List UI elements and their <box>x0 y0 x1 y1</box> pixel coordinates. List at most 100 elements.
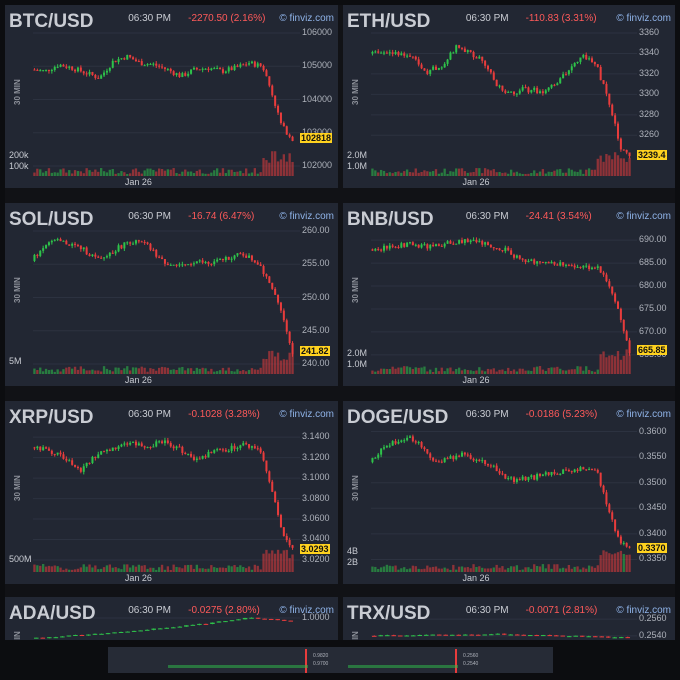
candle <box>599 472 602 486</box>
volume-bar <box>108 564 112 572</box>
candle <box>88 71 91 75</box>
candle <box>436 634 442 636</box>
candle <box>157 628 163 630</box>
candle <box>489 69 492 73</box>
volume-bar <box>501 566 504 572</box>
volume-bar <box>440 367 443 374</box>
candle <box>625 542 628 547</box>
candle <box>582 467 585 470</box>
candle <box>281 619 287 621</box>
candle <box>47 69 50 72</box>
volume-bar <box>265 358 268 374</box>
volume-bar <box>56 172 59 176</box>
candle <box>207 451 210 458</box>
volume-bar <box>192 370 196 374</box>
source-label: © finviz.com <box>279 605 334 616</box>
candle <box>66 635 72 637</box>
candle <box>219 259 222 261</box>
candle <box>512 477 516 482</box>
volume-bar <box>140 366 143 374</box>
candle <box>224 257 227 261</box>
candle <box>172 264 175 266</box>
volume-bar <box>530 370 533 374</box>
volume-bar <box>374 170 377 176</box>
y-tick-label: 104000 <box>302 93 333 104</box>
candle <box>371 51 374 54</box>
volume-bar <box>582 567 585 572</box>
volume-bar <box>440 172 443 176</box>
volume-bar <box>524 173 527 176</box>
volume-bar <box>397 569 400 572</box>
candle <box>137 61 140 63</box>
candle <box>521 476 524 480</box>
volume-bar <box>44 566 48 572</box>
candle <box>498 85 501 87</box>
volume-bar <box>44 171 48 176</box>
volume-bar <box>39 169 42 176</box>
candle <box>216 259 219 262</box>
volume-bar <box>59 169 62 176</box>
volume-bar <box>408 172 412 176</box>
candle <box>68 460 71 462</box>
candle <box>590 267 594 270</box>
candle <box>596 469 599 473</box>
candle <box>178 73 181 78</box>
volume-bar <box>291 354 294 374</box>
candle <box>538 474 542 476</box>
candle <box>245 443 248 445</box>
volume-bar <box>504 371 507 374</box>
volume-bar <box>388 368 391 374</box>
candle <box>481 241 484 245</box>
volume-bar <box>446 173 449 176</box>
candle <box>455 45 458 53</box>
candle <box>158 65 161 67</box>
candle <box>536 474 539 480</box>
volume-bar <box>524 567 527 572</box>
candle <box>440 67 443 69</box>
candlestick-plot <box>371 237 637 374</box>
volume-bar <box>50 369 54 374</box>
candle <box>91 456 94 464</box>
candle <box>120 58 123 60</box>
volume-bar <box>85 168 88 176</box>
volume-bar <box>628 554 631 572</box>
volume-bar <box>611 554 614 572</box>
candle <box>481 56 484 61</box>
candle <box>573 635 579 637</box>
candle <box>541 91 544 94</box>
candle <box>151 628 156 630</box>
candle <box>593 469 596 471</box>
volume-bar <box>535 566 539 572</box>
volume-bar <box>210 565 213 572</box>
volume-bar <box>279 159 283 176</box>
candle <box>449 456 452 459</box>
candle <box>518 479 521 481</box>
volume-bar <box>599 155 602 176</box>
volume-bar <box>446 368 449 374</box>
volume-bar <box>166 566 170 572</box>
volume-bar <box>126 366 129 374</box>
candle <box>602 485 605 493</box>
candle <box>62 240 65 242</box>
candle <box>181 264 184 266</box>
volume-bar <box>155 370 158 374</box>
volume-bar <box>391 173 394 176</box>
candle <box>187 264 190 266</box>
candle <box>117 59 120 63</box>
candle <box>391 52 394 54</box>
y-tick-label: 3.1400 <box>302 431 330 442</box>
volume-bar <box>385 368 389 374</box>
candle <box>385 52 388 54</box>
candle <box>111 447 114 451</box>
candle <box>382 245 386 251</box>
y-tick-label: 0.3350 <box>639 553 667 564</box>
candle <box>250 255 253 261</box>
volume-bar <box>475 370 478 374</box>
candle <box>536 87 539 94</box>
volume-bar <box>146 568 149 572</box>
candle <box>132 57 135 60</box>
candle <box>50 450 53 454</box>
candlestick-plot <box>371 618 637 639</box>
timestamp: 06:30 PM <box>128 409 172 420</box>
candle <box>391 635 397 637</box>
